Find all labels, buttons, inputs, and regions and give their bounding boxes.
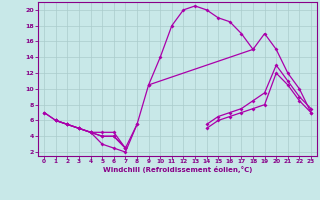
X-axis label: Windchill (Refroidissement éolien,°C): Windchill (Refroidissement éolien,°C) bbox=[103, 166, 252, 173]
